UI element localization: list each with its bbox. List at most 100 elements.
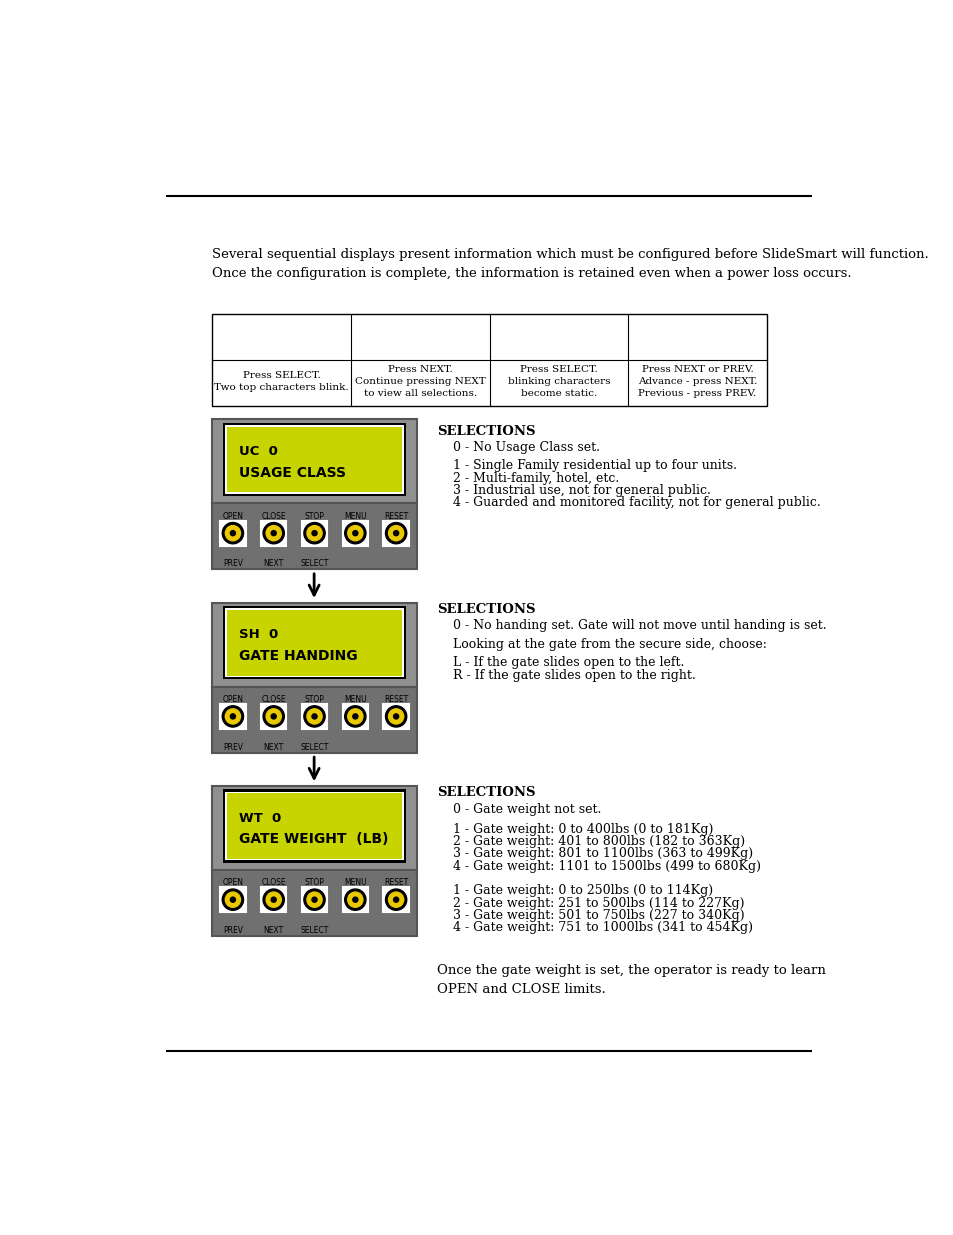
Circle shape <box>266 892 281 908</box>
Text: CLOSE: CLOSE <box>261 695 286 704</box>
Text: MENU: MENU <box>344 695 366 704</box>
Text: NEXT: NEXT <box>263 926 284 935</box>
Text: CLOSE: CLOSE <box>261 878 286 888</box>
Bar <box>342 887 368 913</box>
Circle shape <box>304 889 325 910</box>
Circle shape <box>353 714 357 719</box>
Text: Press SELECT.
Two top characters blink.: Press SELECT. Two top characters blink. <box>214 370 349 391</box>
Text: STOP: STOP <box>304 878 324 888</box>
Circle shape <box>266 526 281 541</box>
Bar <box>213 314 766 406</box>
Text: 2 - Gate weight: 251 to 500lbs (114 to 227Kg): 2 - Gate weight: 251 to 500lbs (114 to 2… <box>453 897 743 910</box>
Bar <box>301 704 327 729</box>
Text: SELECT: SELECT <box>300 742 329 752</box>
Circle shape <box>353 531 357 536</box>
Text: GATE HANDING: GATE HANDING <box>239 648 357 663</box>
Circle shape <box>271 531 276 536</box>
Text: OPEN: OPEN <box>222 513 243 521</box>
Text: R - If the gate slides open to the right.: R - If the gate slides open to the right… <box>453 668 695 682</box>
Circle shape <box>266 709 281 724</box>
Text: 0 - No Usage Class set.: 0 - No Usage Class set. <box>453 441 599 453</box>
Bar <box>227 793 402 858</box>
Text: 2 - Multi-family, hotel, etc.: 2 - Multi-family, hotel, etc. <box>453 472 618 484</box>
Circle shape <box>385 522 406 543</box>
Circle shape <box>225 892 240 908</box>
Text: 1 - Single Family residential up to four units.: 1 - Single Family residential up to four… <box>453 459 736 472</box>
Circle shape <box>307 709 322 724</box>
Bar <box>261 887 286 913</box>
Bar <box>342 520 368 546</box>
Circle shape <box>307 892 322 908</box>
Circle shape <box>385 705 406 727</box>
Text: PREV: PREV <box>223 926 243 935</box>
Text: 2 - Gate weight: 401 to 800lbs (182 to 363Kg): 2 - Gate weight: 401 to 800lbs (182 to 3… <box>453 835 744 848</box>
Text: NEXT: NEXT <box>263 559 284 568</box>
Text: 1 - Gate weight: 0 to 400lbs (0 to 181Kg): 1 - Gate weight: 0 to 400lbs (0 to 181Kg… <box>453 823 712 836</box>
Circle shape <box>263 889 284 910</box>
Bar <box>261 520 286 546</box>
Bar <box>225 792 403 861</box>
Bar <box>213 419 416 504</box>
Circle shape <box>312 531 316 536</box>
Circle shape <box>307 526 322 541</box>
Circle shape <box>385 889 406 910</box>
Circle shape <box>271 714 276 719</box>
Bar <box>225 609 403 677</box>
Bar <box>227 610 402 676</box>
Text: RESET: RESET <box>384 513 408 521</box>
Circle shape <box>263 705 284 727</box>
Circle shape <box>271 897 276 903</box>
Circle shape <box>388 526 403 541</box>
Text: STOP: STOP <box>304 513 324 521</box>
Text: SH  0: SH 0 <box>239 629 278 641</box>
Bar <box>383 887 409 913</box>
Circle shape <box>312 897 316 903</box>
Text: 1 - Gate weight: 0 to 250lbs (0 to 114Kg): 1 - Gate weight: 0 to 250lbs (0 to 114Kg… <box>453 884 712 898</box>
Bar <box>213 869 416 936</box>
Bar <box>223 789 406 863</box>
Text: OPEN: OPEN <box>222 695 243 704</box>
Circle shape <box>222 522 243 543</box>
Text: MENU: MENU <box>344 513 366 521</box>
Text: 4 - Gate weight: 1101 to 1500lbs (499 to 680Kg): 4 - Gate weight: 1101 to 1500lbs (499 to… <box>453 860 760 873</box>
Bar <box>227 427 402 493</box>
Text: GATE WEIGHT  (LB): GATE WEIGHT (LB) <box>239 832 388 846</box>
Bar <box>261 704 286 729</box>
Circle shape <box>348 892 362 908</box>
Text: SELECT: SELECT <box>300 559 329 568</box>
Text: PREV: PREV <box>223 742 243 752</box>
Bar <box>213 785 416 869</box>
Text: NEXT: NEXT <box>263 742 284 752</box>
Text: L - If the gate slides open to the left.: L - If the gate slides open to the left. <box>453 656 683 669</box>
Circle shape <box>222 889 243 910</box>
Text: Once the gate weight is set, the operator is ready to learn
OPEN and CLOSE limit: Once the gate weight is set, the operato… <box>436 965 825 995</box>
Text: USAGE CLASS: USAGE CLASS <box>239 466 346 479</box>
Text: Several sequential displays present information which must be configured before : Several sequential displays present info… <box>213 248 928 280</box>
Text: SELECT: SELECT <box>300 926 329 935</box>
Circle shape <box>222 705 243 727</box>
Text: MENU: MENU <box>344 878 366 888</box>
Circle shape <box>230 897 235 903</box>
Text: UC  0: UC 0 <box>239 445 277 458</box>
Text: Looking at the gate from the secure side, choose:: Looking at the gate from the secure side… <box>453 638 766 651</box>
Circle shape <box>394 531 398 536</box>
Circle shape <box>353 897 357 903</box>
Text: Press SELECT.
blinking characters
become static.: Press SELECT. blinking characters become… <box>507 366 610 398</box>
Text: 3 - Gate weight: 801 to 1100lbs (363 to 499Kg): 3 - Gate weight: 801 to 1100lbs (363 to … <box>453 847 752 861</box>
Text: WT  0: WT 0 <box>239 811 281 825</box>
Text: 4 - Gate weight: 751 to 1000lbs (341 to 454Kg): 4 - Gate weight: 751 to 1000lbs (341 to … <box>453 921 752 935</box>
Text: 3 - Gate weight: 501 to 750lbs (227 to 340Kg): 3 - Gate weight: 501 to 750lbs (227 to 3… <box>453 909 743 923</box>
Text: RESET: RESET <box>384 695 408 704</box>
Bar <box>223 422 406 496</box>
Circle shape <box>394 897 398 903</box>
Bar <box>301 887 327 913</box>
Circle shape <box>263 522 284 543</box>
Bar <box>383 520 409 546</box>
Circle shape <box>312 714 316 719</box>
Bar <box>213 687 416 752</box>
Bar <box>223 606 406 679</box>
Bar <box>220 704 245 729</box>
Circle shape <box>348 526 362 541</box>
Circle shape <box>344 522 366 543</box>
Bar <box>301 520 327 546</box>
